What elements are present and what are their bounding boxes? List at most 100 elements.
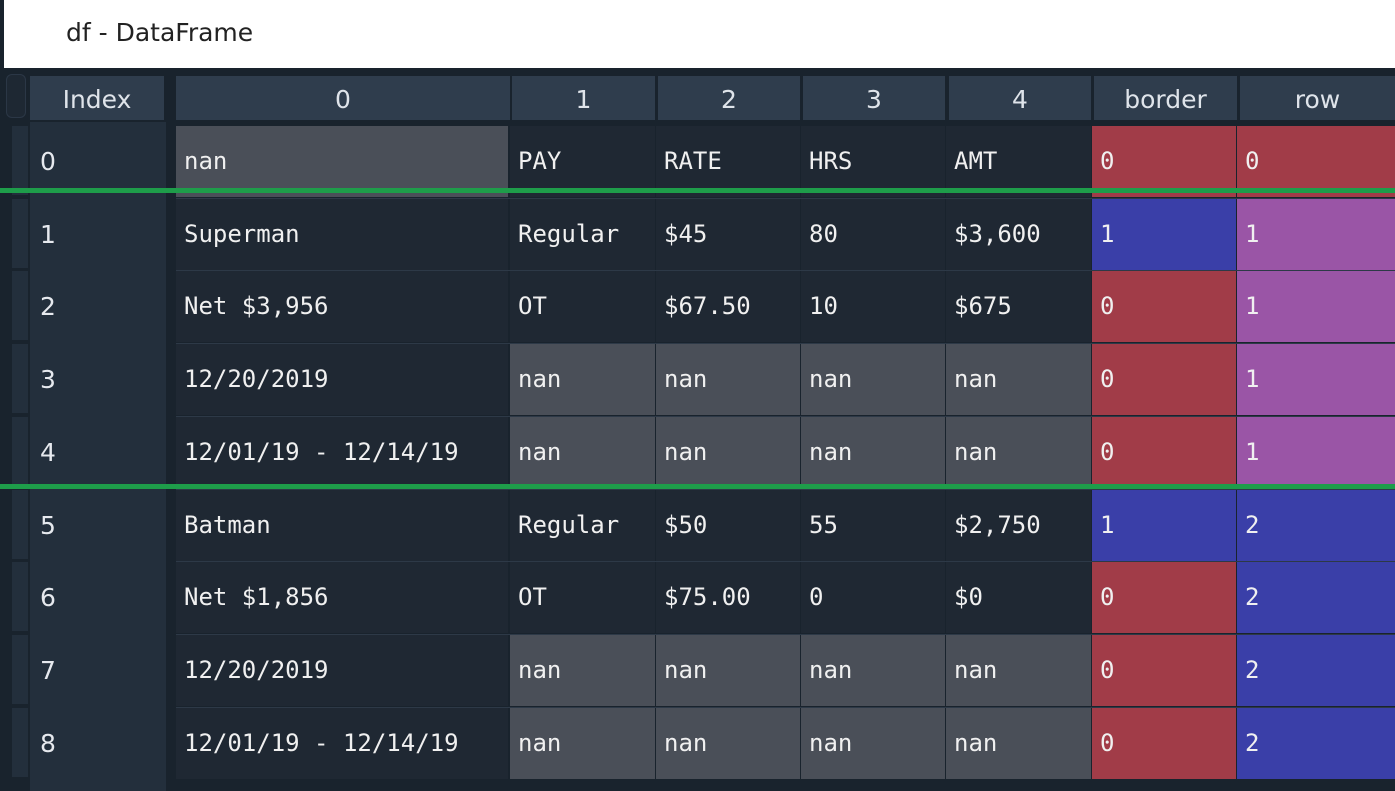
table-cell[interactable]: $675 [946, 271, 1091, 342]
table-cell[interactable]: 80 [801, 199, 945, 270]
table-cell[interactable]: nan [801, 708, 945, 779]
row-gutter [12, 126, 28, 195]
column-header[interactable]: 2 [658, 76, 800, 120]
table-cell[interactable]: Superman [176, 199, 508, 270]
table-cell[interactable]: PAY [510, 126, 655, 197]
table-cell[interactable]: 1 [1092, 490, 1236, 561]
column-header[interactable]: 1 [512, 76, 655, 120]
row-index[interactable]: 5 [40, 511, 56, 540]
table-cell[interactable]: Net $3,956 [176, 271, 508, 342]
table-cell[interactable]: $2,750 [946, 490, 1091, 561]
table-cell[interactable]: nan [946, 344, 1091, 415]
column-header[interactable]: row [1240, 76, 1395, 120]
frozen-column-divider [166, 68, 174, 791]
table-cell[interactable]: nan [510, 708, 655, 779]
row-index[interactable]: 2 [40, 292, 56, 321]
table-cell[interactable]: nan [946, 635, 1091, 706]
table-cell[interactable]: 2 [1237, 490, 1395, 561]
table-cell[interactable]: 2 [1237, 635, 1395, 706]
table-cell[interactable]: nan [510, 635, 655, 706]
table-cell[interactable]: nan [510, 344, 655, 415]
table-corner [6, 74, 26, 118]
row-index[interactable]: 1 [40, 220, 56, 249]
table-cell[interactable]: 0 [1092, 126, 1236, 197]
row-gutter [12, 490, 28, 559]
table-cell[interactable]: RATE [656, 126, 800, 197]
table-cell[interactable]: nan [656, 344, 800, 415]
table-cell[interactable]: 0 [1092, 344, 1236, 415]
table-cell[interactable]: 0 [1092, 562, 1236, 633]
row-gutter [12, 271, 28, 340]
highlight-line-bottom [0, 484, 1395, 489]
table-cell[interactable]: OT [510, 271, 655, 342]
column-header[interactable]: border [1094, 76, 1237, 120]
table-cell[interactable]: OT [510, 562, 655, 633]
table-cell[interactable]: nan [946, 708, 1091, 779]
table-cell[interactable]: nan [801, 635, 945, 706]
table-cell[interactable]: nan [801, 344, 945, 415]
table-cell[interactable]: 1 [1237, 417, 1395, 488]
table-cell[interactable]: $67.50 [656, 271, 800, 342]
table-cell[interactable]: 1 [1237, 344, 1395, 415]
table-cell[interactable]: 0 [1092, 271, 1236, 342]
column-header[interactable]: 0 [176, 76, 510, 120]
table-cell[interactable]: 0 [1092, 417, 1236, 488]
row-index[interactable]: 0 [40, 147, 56, 176]
table-cell[interactable]: 1 [1092, 199, 1236, 270]
row-index[interactable]: 4 [40, 438, 56, 467]
table-cell[interactable]: Regular [510, 199, 655, 270]
table-cell[interactable]: nan [946, 417, 1091, 488]
row-separator [176, 416, 1395, 417]
row-separator [176, 270, 1395, 271]
table-cell[interactable]: 55 [801, 490, 945, 561]
table-cell[interactable]: 0 [1092, 708, 1236, 779]
table-cell[interactable]: Batman [176, 490, 508, 561]
table-cell[interactable]: 1 [1237, 199, 1395, 270]
row-separator [176, 707, 1395, 708]
table-cell[interactable]: nan [801, 417, 945, 488]
index-column [30, 122, 166, 791]
row-gutter [12, 344, 28, 413]
table-cell[interactable]: 0 [1092, 635, 1236, 706]
row-separator [176, 561, 1395, 562]
table-cell[interactable]: $50 [656, 490, 800, 561]
table-cell[interactable]: $45 [656, 199, 800, 270]
row-index[interactable]: 7 [40, 656, 56, 685]
table-cell[interactable]: $3,600 [946, 199, 1091, 270]
column-header[interactable]: 3 [803, 76, 945, 120]
table-cell[interactable]: nan [176, 126, 508, 197]
row-index[interactable]: 8 [40, 729, 56, 758]
table-cell[interactable]: 12/20/2019 [176, 344, 508, 415]
table-cell[interactable]: HRS [801, 126, 945, 197]
table-cell[interactable]: AMT [946, 126, 1091, 197]
row-gutter [12, 562, 28, 631]
table-cell[interactable]: 1 [1237, 271, 1395, 342]
column-header[interactable]: 4 [949, 76, 1091, 120]
table-cell[interactable]: nan [656, 635, 800, 706]
table-cell[interactable]: 12/20/2019 [176, 635, 508, 706]
table-cell[interactable]: 12/01/19 - 12/14/19 [176, 417, 508, 488]
table-cell[interactable]: 2 [1237, 708, 1395, 779]
table-cell[interactable]: 2 [1237, 562, 1395, 633]
window-titlebar: df - DataFrame [0, 0, 1395, 68]
row-separator [176, 198, 1395, 199]
table-cell[interactable]: nan [510, 417, 655, 488]
table-cell[interactable]: Regular [510, 490, 655, 561]
row-index[interactable]: 6 [40, 583, 56, 612]
table-cell[interactable]: 12/01/19 - 12/14/19 [176, 708, 508, 779]
row-separator [176, 634, 1395, 635]
highlight-line-top [0, 188, 1395, 193]
table-cell[interactable]: $75.00 [656, 562, 800, 633]
table-cell[interactable]: Net $1,856 [176, 562, 508, 633]
row-gutter [12, 635, 28, 704]
row-index[interactable]: 3 [40, 365, 56, 394]
table-cell[interactable]: nan [656, 708, 800, 779]
table-cell[interactable]: 0 [801, 562, 945, 633]
table-cell[interactable]: $0 [946, 562, 1091, 633]
table-cell[interactable]: 0 [1237, 126, 1395, 197]
row-separator [176, 489, 1395, 490]
table-cell[interactable]: 10 [801, 271, 945, 342]
row-gutter [12, 199, 28, 268]
table-cell[interactable]: nan [656, 417, 800, 488]
index-column-header[interactable]: Index [30, 76, 164, 120]
